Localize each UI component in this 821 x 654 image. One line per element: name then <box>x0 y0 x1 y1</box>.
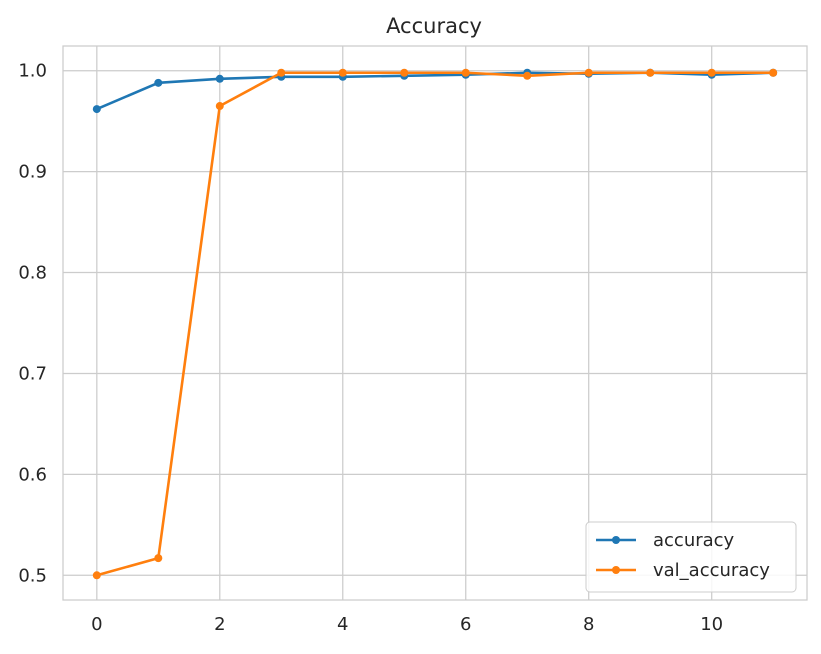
series-accuracy <box>92 68 778 114</box>
data-point-val_accuracy <box>769 68 778 77</box>
legend-box <box>585 521 797 593</box>
data-point-val_accuracy <box>154 554 163 563</box>
series-line-accuracy <box>95 71 775 111</box>
data-point-val_accuracy <box>215 102 224 111</box>
legend-label: accuracy <box>653 530 735 551</box>
x-tick-label: 6 <box>460 614 471 635</box>
data-point-val_accuracy <box>523 71 532 80</box>
series-val_accuracy <box>92 68 778 580</box>
data-point-val_accuracy <box>646 68 655 77</box>
data-point-val_accuracy <box>338 68 347 77</box>
data-point-accuracy <box>215 74 224 83</box>
axis-ticks: 0 2 4 6 8 10 0.5 0.6 0.7 0.8 0.9 1.0 <box>18 61 723 635</box>
x-tick-label: 8 <box>583 614 594 635</box>
chart-title: Accuracy <box>386 14 482 38</box>
data-point-val_accuracy <box>461 68 470 77</box>
y-tick-label: 0.8 <box>18 263 47 284</box>
series-lines <box>92 68 778 580</box>
plot-frame <box>62 45 808 601</box>
legend-swatch-marker <box>612 536 620 544</box>
legend-item: val_accuracy <box>596 560 770 581</box>
grid-lines <box>63 46 807 600</box>
legend-item: accuracy <box>596 530 735 551</box>
x-tick-label: 2 <box>214 614 225 635</box>
data-point-val_accuracy <box>707 68 716 77</box>
series-line-val_accuracy <box>95 71 775 577</box>
data-point-val_accuracy <box>400 68 409 77</box>
x-tick-label: 0 <box>91 614 102 635</box>
legend: accuracy val_accuracy <box>585 521 797 593</box>
legend-swatch-marker <box>612 566 620 574</box>
x-tick-label: 4 <box>337 614 348 635</box>
data-point-accuracy <box>154 78 163 87</box>
y-tick-label: 1.0 <box>18 61 47 82</box>
y-tick-label: 0.6 <box>18 464 47 485</box>
data-point-val_accuracy <box>584 68 593 77</box>
data-point-val_accuracy <box>92 571 101 580</box>
y-tick-label: 0.9 <box>18 162 47 183</box>
y-tick-label: 0.5 <box>18 565 47 586</box>
data-point-val_accuracy <box>277 68 286 77</box>
data-point-accuracy <box>92 105 101 114</box>
x-tick-label: 10 <box>700 614 723 635</box>
legend-label: val_accuracy <box>653 560 770 581</box>
y-tick-label: 0.7 <box>18 363 47 384</box>
